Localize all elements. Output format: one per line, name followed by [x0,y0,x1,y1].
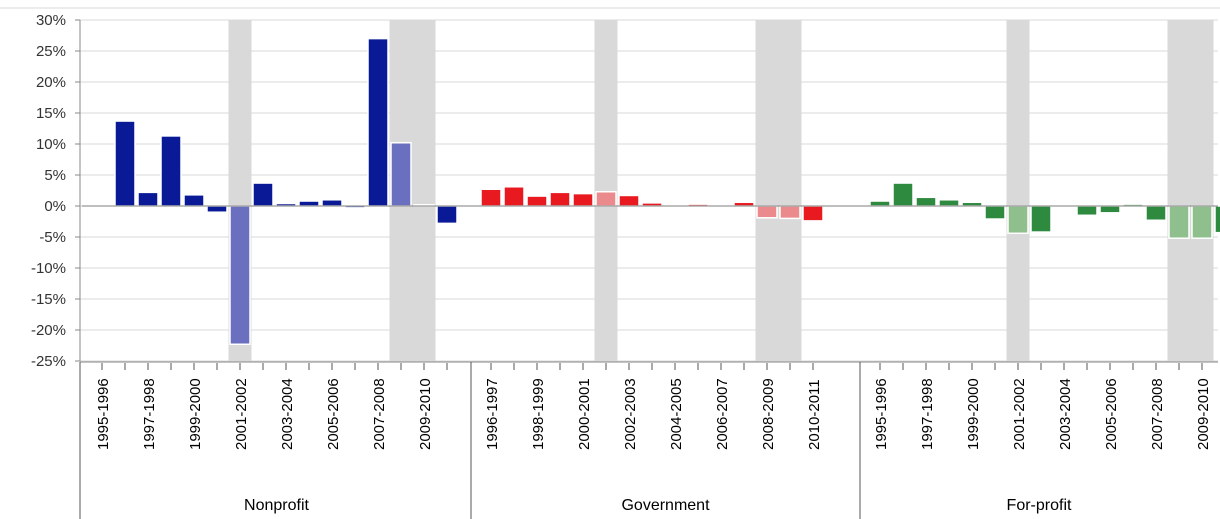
group-label-nonprofit: Nonprofit [244,497,309,514]
recession-band [1167,20,1191,361]
recession-band [1190,20,1214,361]
x-tick-label: 2003-2004 [1057,378,1074,450]
x-tick-label: 2004-2005 [668,378,685,450]
x-tick-label: 2005-2006 [325,378,342,450]
bar-nonprofit-1997-1998 [137,191,159,207]
axes [0,7,1220,519]
bar-for-profit-2008-2009 [1168,205,1190,239]
bar-for-profit-1996-1997 [892,182,914,207]
x-tick-label: 2009-2010 [417,378,434,450]
bar-for-profit-2002-2003 [1030,205,1052,233]
y-tick-label: -15% [31,291,66,308]
x-tick-label: 2000-2001 [576,378,593,450]
recession-band [594,20,618,361]
x-tick-label: 1995-1996 [95,378,112,450]
group-label-for-profit: For-profit [1007,497,1072,514]
y-tick-label: -5% [39,229,66,246]
bar-nonprofit-2007-2008 [367,37,389,207]
y-tick-label: 10% [36,136,66,153]
bar-government-2002-2003 [618,194,640,207]
bar-nonprofit-1999-2000 [183,194,205,207]
bar-for-profit-1998-1999 [938,199,960,207]
bar-nonprofit-2002-2003 [252,182,274,207]
bar-nonprofit-2000-2001 [206,205,228,213]
x-tick-label: 1997-1998 [919,378,936,450]
y-tick-label: 30% [36,12,66,29]
bar-for-profit-1995-1996 [869,200,891,207]
y-tick-label: 25% [36,43,66,60]
y-tick-label: 15% [36,105,66,122]
bar-government-2000-2001 [572,192,594,207]
labels: 30% 25% 20% 15% 10% 5% 0% -5% -10% -15% -20% -25% 19… [31,12,1212,514]
x-tick-label: 1997-1998 [141,378,158,450]
x-tick-label: 1999-2000 [965,378,982,450]
recession-band [1006,20,1030,361]
y-tick-label: 5% [44,167,66,184]
x-tick-label: 2006-2007 [714,378,731,450]
recession-band [778,20,802,361]
x-tick-label: 2007-2008 [1149,378,1166,450]
bar-for-profit-2005-2006 [1099,205,1121,214]
x-tick-label: 1996-1997 [484,378,501,450]
x-tick-label: 2005-2006 [1103,378,1120,450]
y-tick-label: -10% [31,260,66,277]
y-tick-label: 0% [44,198,66,215]
bar-nonprofit-1998-1999 [160,135,182,207]
x-tick-label: 2009-2010 [1195,378,1212,450]
bar-nonprofit-2008-2009 [390,142,412,207]
bar-for-profit-2007-2008 [1145,205,1167,222]
bar-for-profit-2001-2002 [1007,205,1029,235]
x-tick-label: 1995-1996 [873,378,890,450]
bar-nonprofit-2004-2005 [298,200,320,207]
x-tick-label: 2007-2008 [371,378,388,450]
bar-for-profit-2010-2011 [1214,205,1220,234]
recession-band [755,20,779,361]
y-tick-label: -20% [31,322,66,339]
bar-nonprofit-2001-2002 [229,205,251,346]
bar-government-1996-1997 [480,188,502,207]
x-tick-label: 2003-2004 [279,378,296,450]
bar-government-1998-1999 [526,195,548,207]
bar-nonprofit-2010-2011 [436,205,458,225]
x-tick-label: 1999-2000 [187,378,204,450]
x-tick-label: 2008-2009 [760,378,777,450]
bar-nonprofit-2005-2006 [321,199,343,207]
group-label-government: Government [621,497,710,514]
recession-band [412,20,436,361]
bar-nonprofit-1996-1997 [114,120,136,207]
x-tick-label: 1998-1999 [530,378,547,450]
bar-for-profit-2009-2010 [1191,205,1213,239]
bar-government-1999-2000 [549,191,571,207]
bar-for-profit-1999-2000 [961,201,983,207]
bar-government-1997-1998 [503,186,525,207]
x-tick-label: 2002-2003 [622,378,639,450]
bar-government-2001-2002 [595,190,617,207]
bar-government-2010-2011 [802,205,824,222]
bar-for-profit-2000-2001 [984,205,1006,220]
x-tick-label: 2001-2002 [233,378,250,450]
y-tick-label: 20% [36,74,66,91]
bar-for-profit-2004-2005 [1076,205,1098,217]
bar-government-2007-2008 [733,201,755,207]
bar-for-profit-1997-1998 [915,196,937,207]
bar-government-2009-2010 [779,205,801,220]
bars [91,37,1220,346]
recession-shading [228,20,1214,361]
y-tick-label: -25% [31,353,66,370]
x-tick-label: 2010-2011 [806,379,823,450]
x-tick-label: 2001-2002 [1011,378,1028,450]
bar-government-2008-2009 [756,205,778,219]
